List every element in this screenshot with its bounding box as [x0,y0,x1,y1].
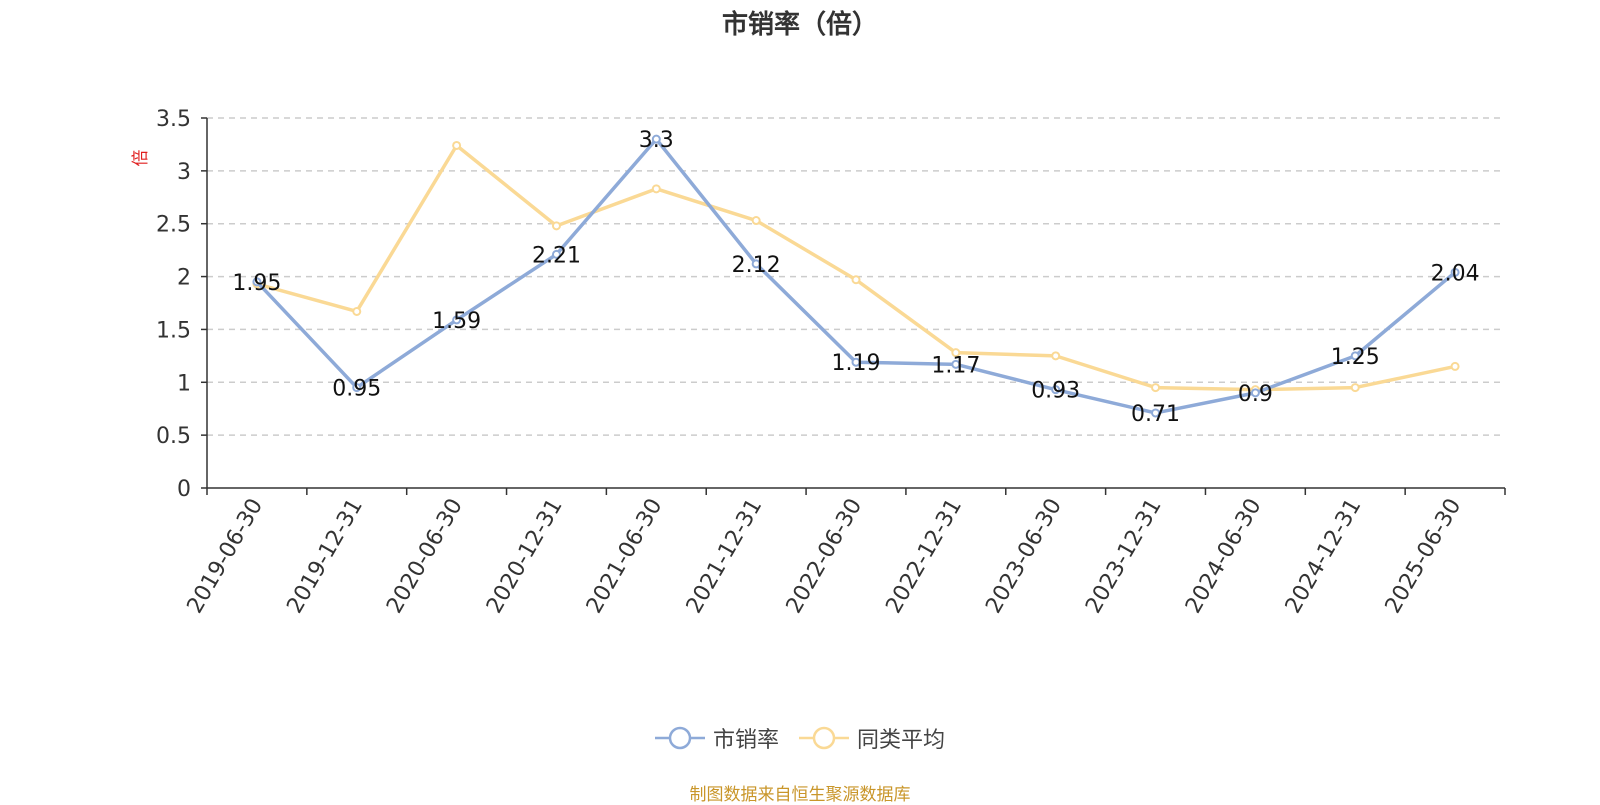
series [252,134,1460,418]
legend-label: 市销率 [712,728,779,753]
x-tick-label: 2021-06-30 [582,495,668,618]
y-tick-label: 2.5 [156,213,191,238]
x-tick-labels: 2019-06-30 2019-12-31 2020-06-30 2020-12-31… [183,494,1467,617]
x-tick-label: 2023-12-31 [1081,495,1167,618]
data-labels: 1.95 0.95 1.59 2.21 3.3 2.12 1.19 1.17 0.93 0.71 0… [232,128,1479,427]
data-point [252,277,262,287]
data-point [1450,267,1460,277]
data-point [951,359,961,369]
data-label: 2.04 [1431,261,1480,286]
x-tick-label: 2019-12-31 [282,495,368,618]
data-label: 1.25 [1331,345,1380,370]
y-tick-label: 2 [177,266,191,291]
legend-item[interactable]: 市销率 [654,722,779,754]
data-point [851,275,861,285]
data-point [751,216,761,226]
data-point [551,249,561,259]
x-tick-label: 2022-06-30 [782,495,868,618]
y-tick-label: 0 [177,477,191,502]
x-tick-label: 2019-06-30 [183,495,269,618]
x-tick-label: 2022-12-31 [881,495,967,618]
data-point [452,140,462,150]
legend-symbol-icon [799,726,849,750]
data-point [1151,383,1161,393]
x-tick-label: 2020-06-30 [382,494,468,617]
legend-label: 同类平均 [857,728,946,753]
data-point [851,357,861,367]
y-tick-label: 3 [177,160,191,185]
data-point [1450,361,1460,371]
data-label: 1.95 [232,271,281,296]
data-label: 2.21 [532,243,581,268]
data-point [352,383,362,393]
data-label: 0.95 [332,377,381,402]
chart-title: 市销率（倍） [721,10,878,40]
y-tick-label: 1.5 [156,318,191,343]
data-label: 1.59 [432,309,481,334]
y-tick-label: 1 [177,371,191,396]
data-point [1051,351,1061,361]
y-axis-label: 倍 [131,150,151,167]
data-point [1051,385,1061,395]
data-point [651,184,661,194]
data-label: 0.93 [1031,379,1080,404]
data-label: 1.17 [931,353,980,378]
legend: 市销率 同类平均 [0,722,1600,757]
data-point [551,221,561,231]
data-label: 1.19 [832,351,881,376]
data-point [1151,408,1161,418]
data-source-note: 制图数据来自恒生聚源数据库 [689,785,911,805]
x-tick-label: 2024-06-30 [1181,495,1267,618]
y-tick-labels: 0 0.5 1 1.5 2 2.5 3 3.5 [156,107,191,502]
x-tick-label: 2024-12-31 [1281,495,1367,618]
x-tick-label: 2021-12-31 [682,495,768,618]
data-label: 2.12 [732,253,781,278]
y-tick-label: 0.5 [156,424,191,449]
data-point [651,134,661,144]
data-point [1350,383,1360,393]
legend-item[interactable]: 同类平均 [799,722,945,754]
x-tick-label: 2023-06-30 [981,495,1067,618]
data-label: 0.71 [1131,402,1180,427]
data-label: 0.9 [1238,382,1273,407]
x-tick-label: 2025-06-30 [1381,495,1467,618]
axes [201,117,1506,495]
y-tick-label: 3.5 [156,107,191,132]
data-point [452,315,462,325]
data-point [1250,388,1260,398]
data-point [951,348,961,358]
data-point [1350,351,1360,361]
data-point [352,306,362,316]
data-point [751,259,761,269]
legend-symbol-icon [654,726,705,750]
data-label: 3.3 [639,128,674,153]
x-tick-label: 2020-12-31 [482,495,568,618]
